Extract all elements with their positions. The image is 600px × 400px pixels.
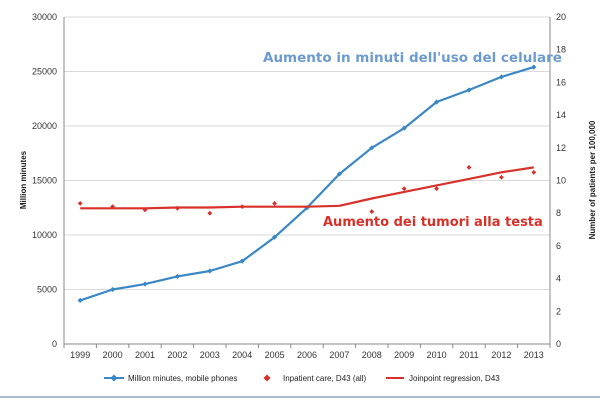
data-point [142,281,148,287]
data-point [174,273,180,280]
x-tick-label: 2000 [103,350,123,360]
y-right-axis-title: Number of patients per 100,000 [588,120,597,239]
legend: Million minutes, mobile phones Inpatient… [104,374,500,383]
data-point [499,174,504,180]
x-tick-label: 2011 [459,350,478,360]
data-point [434,186,439,192]
x-tick-label: 2003 [200,350,220,360]
axes: 0 5000 10000 15000 20000 25000 30000 0 2 4 6 8 10 12 1… [32,12,566,360]
data-point [466,87,472,93]
y-right-tick-label: 2 [556,306,561,316]
y-right-tick-label: 16 [556,77,566,87]
data-point [207,210,213,216]
gridlines [64,16,550,345]
legend-label-mobile: Million minutes, mobile phones [128,374,237,383]
y-left-tick-label: 10000 [32,230,57,240]
data-point [207,268,213,274]
y-right-tick-label: 8 [556,208,561,218]
legend-marker-mobile [110,374,118,382]
y-left-tick-label: 20000 [32,121,57,131]
y-right-tick-label: 0 [556,339,561,349]
data-point [239,258,245,264]
series-line [79,66,535,302]
data-point [369,209,375,214]
data-point [272,200,277,206]
x-tick-label: 2009 [394,350,414,360]
y-left-axis-title: Million minutes [19,150,28,209]
data-point [531,64,537,70]
y-right-tick-label: 6 [556,241,561,251]
y-right-tick-label: 12 [556,143,566,153]
y-right-tick-label: 14 [556,110,566,120]
x-tick-label: 2004 [232,350,252,360]
data-point [336,171,342,177]
x-tick-label: 2007 [329,350,349,360]
data-point [110,286,116,293]
y-right-tick-label: 4 [556,274,561,284]
x-tick-label: 2006 [297,350,317,360]
data-point [110,204,115,210]
x-tick-label: 2005 [265,350,285,360]
x-tick-label: 2001 [135,350,155,360]
y-right-tick-label: 20 [556,12,566,22]
data-point [498,74,504,80]
data-point [77,297,83,303]
data-point [272,234,278,240]
data-point [369,145,375,151]
data-point [401,186,407,192]
series-line [80,166,534,210]
data-point [531,169,537,175]
y-left-tick-label: 30000 [32,12,57,22]
data-point [434,99,440,105]
y-right-tick-label: 18 [556,45,566,55]
y-left-tick-label: 25000 [32,67,57,77]
legend-label-inpatient: Inpatient care, D43 (all) [283,374,366,383]
y-left-tick-label: 5000 [37,285,57,295]
x-tick-label: 2013 [524,350,544,360]
legend-label-joinpoint: Joinpoint regression, D43 [409,374,500,383]
x-tick-label: 2010 [427,350,447,360]
legend-marker-inpatient [263,374,271,382]
y-left-tick-label: 0 [52,339,57,349]
y-right-tick-label: 10 [556,176,566,186]
data-point [401,125,407,131]
x-tick-label: 2002 [167,350,187,360]
y-left-tick-label: 15000 [32,176,57,186]
x-tick-label: 2012 [491,350,511,360]
data-point [466,165,472,170]
series [77,64,537,303]
x-tick-label: 2008 [362,350,382,360]
x-tick-label: 1999 [70,350,90,360]
annotation-blue: Aumento in minuti dell'uso del celulare [263,50,562,66]
data-point [77,200,83,206]
annotation-red: Aumento dei tumori alla testa [323,215,543,230]
